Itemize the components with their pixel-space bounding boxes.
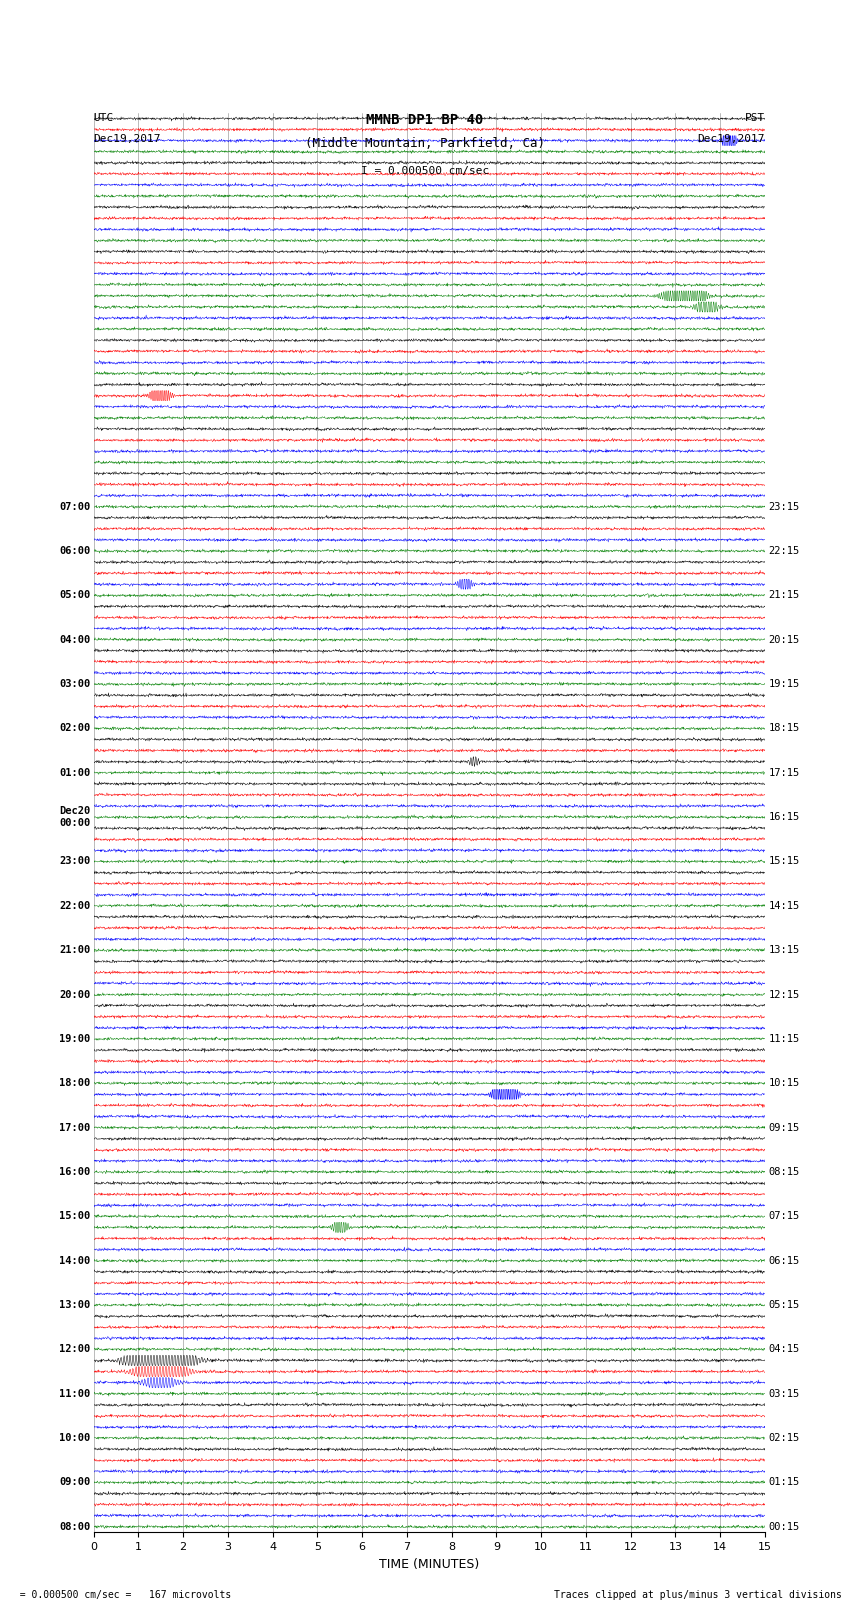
Text: 08:15: 08:15 (768, 1166, 800, 1177)
Text: MMNB DP1 BP 40: MMNB DP1 BP 40 (366, 113, 484, 127)
Text: 15:00: 15:00 (59, 1211, 90, 1221)
Text: 13:15: 13:15 (768, 945, 800, 955)
Text: 21:15: 21:15 (768, 590, 800, 600)
Text: Dec19,2017: Dec19,2017 (94, 134, 161, 144)
Text: = 0.000500 cm/sec =   167 microvolts: = 0.000500 cm/sec = 167 microvolts (8, 1590, 232, 1600)
Text: 00:15: 00:15 (768, 1521, 800, 1532)
Text: 01:15: 01:15 (768, 1478, 800, 1487)
Text: 04:00: 04:00 (59, 634, 90, 645)
Text: (Middle Mountain, Parkfield, Ca): (Middle Mountain, Parkfield, Ca) (305, 137, 545, 150)
Text: 20:15: 20:15 (768, 634, 800, 645)
Text: I = 0.000500 cm/sec: I = 0.000500 cm/sec (361, 166, 489, 176)
Text: 04:15: 04:15 (768, 1344, 800, 1355)
Text: 02:15: 02:15 (768, 1432, 800, 1444)
Text: 14:15: 14:15 (768, 900, 800, 911)
Text: 15:15: 15:15 (768, 857, 800, 866)
Text: 22:00: 22:00 (59, 900, 90, 911)
Text: UTC: UTC (94, 113, 114, 123)
Text: 03:15: 03:15 (768, 1389, 800, 1398)
Text: 03:00: 03:00 (59, 679, 90, 689)
Text: 05:15: 05:15 (768, 1300, 800, 1310)
Text: Dec20
00:00: Dec20 00:00 (59, 806, 90, 827)
X-axis label: TIME (MINUTES): TIME (MINUTES) (379, 1558, 479, 1571)
Text: 11:15: 11:15 (768, 1034, 800, 1044)
Text: 11:00: 11:00 (59, 1389, 90, 1398)
Text: Traces clipped at plus/minus 3 vertical divisions: Traces clipped at plus/minus 3 vertical … (553, 1590, 842, 1600)
Text: 20:00: 20:00 (59, 989, 90, 1000)
Text: PST: PST (745, 113, 765, 123)
Text: 13:00: 13:00 (59, 1300, 90, 1310)
Text: 18:15: 18:15 (768, 723, 800, 734)
Text: 18:00: 18:00 (59, 1077, 90, 1089)
Text: 17:00: 17:00 (59, 1123, 90, 1132)
Text: 22:15: 22:15 (768, 545, 800, 556)
Text: 21:00: 21:00 (59, 945, 90, 955)
Text: 02:00: 02:00 (59, 723, 90, 734)
Text: 12:15: 12:15 (768, 989, 800, 1000)
Text: 08:00: 08:00 (59, 1521, 90, 1532)
Text: 01:00: 01:00 (59, 768, 90, 777)
Text: 14:00: 14:00 (59, 1255, 90, 1266)
Text: 19:00: 19:00 (59, 1034, 90, 1044)
Text: 17:15: 17:15 (768, 768, 800, 777)
Text: 07:00: 07:00 (59, 502, 90, 511)
Text: 19:15: 19:15 (768, 679, 800, 689)
Text: 06:15: 06:15 (768, 1255, 800, 1266)
Text: 23:15: 23:15 (768, 502, 800, 511)
Text: 09:00: 09:00 (59, 1478, 90, 1487)
Text: Dec19,2017: Dec19,2017 (698, 134, 765, 144)
Text: 07:15: 07:15 (768, 1211, 800, 1221)
Text: 06:00: 06:00 (59, 545, 90, 556)
Text: 16:15: 16:15 (768, 811, 800, 823)
Text: 10:15: 10:15 (768, 1077, 800, 1089)
Text: 12:00: 12:00 (59, 1344, 90, 1355)
Text: 16:00: 16:00 (59, 1166, 90, 1177)
Text: 09:15: 09:15 (768, 1123, 800, 1132)
Text: 05:00: 05:00 (59, 590, 90, 600)
Text: 10:00: 10:00 (59, 1432, 90, 1444)
Text: 23:00: 23:00 (59, 857, 90, 866)
